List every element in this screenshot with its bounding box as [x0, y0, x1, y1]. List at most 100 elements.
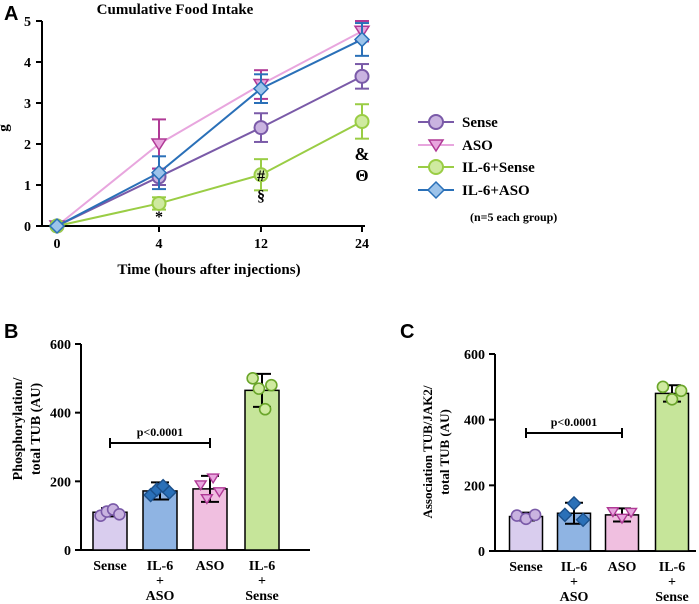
data-point [253, 167, 269, 183]
category-label: ASO [608, 560, 637, 575]
series-line [56, 75, 363, 227]
y-tick-label: 0 [64, 544, 71, 559]
significance-mark: § [257, 188, 265, 205]
data-point [206, 473, 220, 485]
x-tick-label: 24 [355, 237, 369, 252]
panel-b-label: B [4, 321, 18, 343]
y-tick-label: 3 [24, 97, 31, 112]
category-label: ASO [146, 589, 175, 604]
data-point [258, 402, 272, 416]
y-tick-label: 0 [478, 545, 485, 560]
data-point [150, 164, 168, 181]
legend-label-aso: ASO [462, 138, 493, 154]
data-point [151, 195, 167, 211]
category-label: Sense [93, 559, 126, 574]
series-line [56, 120, 363, 227]
category-label: Sense [509, 560, 542, 575]
category-label: IL-6 [561, 560, 587, 575]
significance-mark: & [355, 144, 370, 164]
x-tick-label: 4 [156, 237, 163, 252]
bar [142, 490, 178, 551]
data-point [566, 495, 582, 511]
panel-a: A Cumulative Food Intake g Time (hours a… [0, 2, 557, 278]
significance-mark: Θ [355, 166, 368, 185]
y-tick-label: 200 [464, 479, 485, 494]
y-tick-label: 5 [24, 15, 31, 30]
data-point [161, 484, 177, 500]
panel-c-ylabel-line2: total TUB (AU) [437, 409, 452, 495]
data-point [354, 113, 370, 129]
data-point [656, 380, 670, 394]
category-label: + [570, 575, 578, 590]
data-point [674, 384, 688, 398]
data-point [615, 513, 629, 525]
series-line [56, 38, 363, 227]
category-label: ASO [196, 559, 225, 574]
panel-b-ylabel-line2: total TUB (AU) [29, 383, 44, 476]
data-point [624, 507, 638, 519]
panel-a-legend: Sense ASO IL-6+Sense IL-6+ASO (n=5 each … [418, 114, 557, 224]
y-tick-label: 2 [24, 138, 31, 153]
legend-note: (n=5 each group) [470, 210, 557, 224]
data-point [113, 507, 126, 521]
data-point [200, 493, 214, 505]
category-label: IL-6 [659, 560, 685, 575]
y-tick-label: 1 [24, 179, 31, 194]
y-tick-label: 400 [464, 414, 485, 429]
legend-label-sense: Sense [462, 115, 498, 131]
y-tick-label: 400 [50, 407, 71, 422]
legend-item-il6-aso: IL-6+ASO [418, 180, 530, 200]
panel-a-xlabel: Time (hours after injections) [117, 262, 300, 278]
category-label: Sense [245, 589, 278, 604]
panel-a-ylabel: g [0, 124, 12, 132]
panel-c-label: C [400, 321, 414, 343]
legend-item-il6-sense: IL-6+Sense [418, 159, 535, 176]
panel-a-title: Cumulative Food Intake [97, 2, 254, 18]
data-point [353, 31, 371, 48]
data-point [48, 217, 66, 235]
data-point [665, 393, 679, 406]
legend-marker-sense [428, 114, 444, 130]
panel-c-ylabel-line1: Association TUB/JAK2/ [420, 385, 435, 518]
significance-mark: # [257, 168, 265, 185]
y-tick-label: 4 [24, 56, 31, 71]
data-point [557, 507, 573, 523]
category-label: ASO [560, 590, 589, 604]
legend-marker-il6-sense [428, 159, 444, 175]
category-label: + [156, 574, 164, 589]
data-point [150, 138, 168, 152]
data-point [606, 507, 620, 518]
legend-label-il6-sense: IL-6+Sense [462, 160, 535, 176]
series-sense [49, 63, 370, 234]
bar [654, 392, 690, 552]
x-tick-label: 0 [54, 237, 61, 252]
panel-a-series [48, 20, 371, 235]
category-label: IL-6 [147, 559, 173, 574]
series-il-6-aso [48, 22, 371, 235]
legend-item-aso: ASO [418, 138, 493, 154]
category-label: IL-6 [249, 559, 275, 574]
data-point [246, 372, 259, 385]
y-tick-label: 600 [464, 348, 485, 363]
panel-b: B Phosphorylation/ total TUB (AU) 0 200 40… [4, 321, 310, 604]
data-point [575, 512, 591, 528]
significance-mark: * [155, 209, 163, 226]
series-aso [48, 20, 371, 234]
data-point [252, 80, 270, 97]
y-tick-label: 0 [24, 220, 31, 235]
data-point [265, 378, 278, 392]
y-tick-label: 600 [50, 338, 71, 353]
data-point [193, 480, 208, 492]
panel-a-annotations: * # § & Θ [155, 144, 370, 226]
legend-marker-il6-aso [426, 180, 446, 200]
legend-item-sense: Sense [418, 114, 498, 131]
x-tick-label: 12 [254, 237, 268, 252]
category-label: + [258, 574, 266, 589]
data-point [253, 120, 269, 136]
data-point [528, 508, 542, 522]
category-label: Sense [655, 590, 688, 604]
